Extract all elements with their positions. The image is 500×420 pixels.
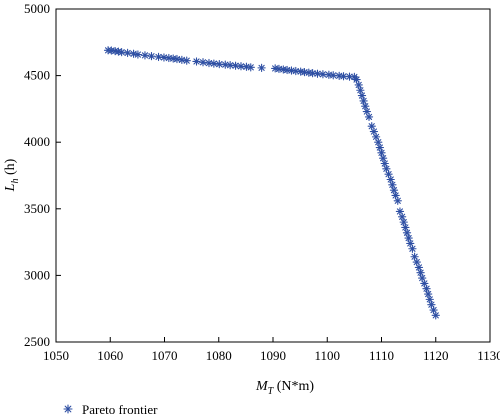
data-point bbox=[117, 48, 126, 57]
data-point bbox=[225, 61, 235, 70]
data-point bbox=[402, 228, 412, 237]
data-point bbox=[422, 284, 431, 293]
legend: Pareto frontier bbox=[63, 402, 158, 417]
data-point bbox=[123, 48, 132, 58]
x-axis-label-sub: T bbox=[268, 386, 275, 397]
data-point bbox=[147, 52, 156, 61]
data-point bbox=[177, 55, 187, 65]
data-point bbox=[416, 268, 425, 277]
x-tick-label: 1100 bbox=[314, 348, 340, 363]
data-point bbox=[192, 57, 201, 66]
data-point bbox=[393, 196, 402, 205]
data-point bbox=[361, 102, 370, 111]
x-tick-label: 1130 bbox=[477, 348, 500, 363]
data-point bbox=[339, 72, 348, 81]
data-point bbox=[424, 289, 433, 299]
x-tick-label: 1070 bbox=[152, 348, 178, 363]
data-point bbox=[414, 263, 424, 272]
data-point bbox=[354, 80, 363, 90]
y-tick-label: 5000 bbox=[24, 1, 50, 16]
data-point bbox=[388, 180, 397, 189]
data-point bbox=[209, 59, 219, 68]
x-tick-label: 1080 bbox=[206, 348, 232, 363]
y-axis-label-main: L bbox=[3, 183, 18, 192]
data-point bbox=[397, 212, 407, 221]
data-point bbox=[401, 223, 410, 232]
data-point bbox=[425, 295, 434, 304]
data-point bbox=[404, 233, 413, 243]
y-tick-label: 3500 bbox=[24, 201, 50, 216]
x-axis-label: MT (N*m) bbox=[255, 379, 314, 397]
data-point bbox=[375, 143, 385, 152]
x-tick-label: 1050 bbox=[43, 348, 69, 363]
data-point bbox=[140, 51, 150, 60]
data-point bbox=[356, 86, 365, 95]
data-point bbox=[172, 54, 182, 64]
data-point bbox=[182, 56, 191, 65]
legend-marker bbox=[63, 404, 73, 414]
data-point bbox=[357, 91, 367, 100]
data-point bbox=[431, 311, 440, 320]
data-point bbox=[389, 186, 399, 195]
y-tick-label: 2500 bbox=[24, 334, 50, 349]
y-tick-label: 4500 bbox=[24, 68, 50, 83]
y-axis-label-sub: h bbox=[10, 179, 21, 184]
y-tick-label: 3000 bbox=[24, 267, 50, 282]
data-point bbox=[198, 58, 208, 67]
x-axis-label-unit: (N*m) bbox=[273, 379, 314, 394]
pareto-frontier-series bbox=[103, 46, 440, 320]
data-point bbox=[399, 217, 408, 227]
data-point bbox=[133, 50, 143, 59]
data-point bbox=[329, 71, 338, 80]
legend-label: Pareto frontier bbox=[82, 402, 158, 417]
data-point bbox=[246, 63, 255, 72]
x-tick-label: 1060 bbox=[97, 348, 123, 363]
data-point bbox=[364, 112, 374, 122]
x-tick-label: 1110 bbox=[369, 348, 394, 363]
y-axis: 2500 3000 3500 4000 4500 5000 bbox=[24, 1, 61, 349]
data-point bbox=[374, 138, 383, 147]
x-axis: 1050 1060 1070 1080 1090 1100 1110 1120 1130 bbox=[43, 337, 500, 363]
y-tick-label: 4000 bbox=[24, 134, 50, 149]
x-tick-label: 1120 bbox=[423, 348, 449, 363]
data-point bbox=[378, 154, 388, 163]
x-axis-label-main: M bbox=[255, 379, 269, 394]
data-point bbox=[380, 159, 389, 168]
y-axis-label-unit: (h) bbox=[3, 158, 18, 178]
data-point bbox=[408, 244, 417, 253]
data-point bbox=[221, 60, 230, 69]
data-point bbox=[386, 175, 395, 184]
y-axis-label: Lh (h) bbox=[3, 158, 21, 192]
data-point bbox=[257, 63, 266, 73]
legend-marker-icon bbox=[63, 404, 73, 414]
data-point bbox=[377, 148, 386, 158]
plot-frame bbox=[55, 8, 491, 343]
x-tick-label: 1090 bbox=[260, 348, 286, 363]
data-point bbox=[359, 96, 368, 106]
